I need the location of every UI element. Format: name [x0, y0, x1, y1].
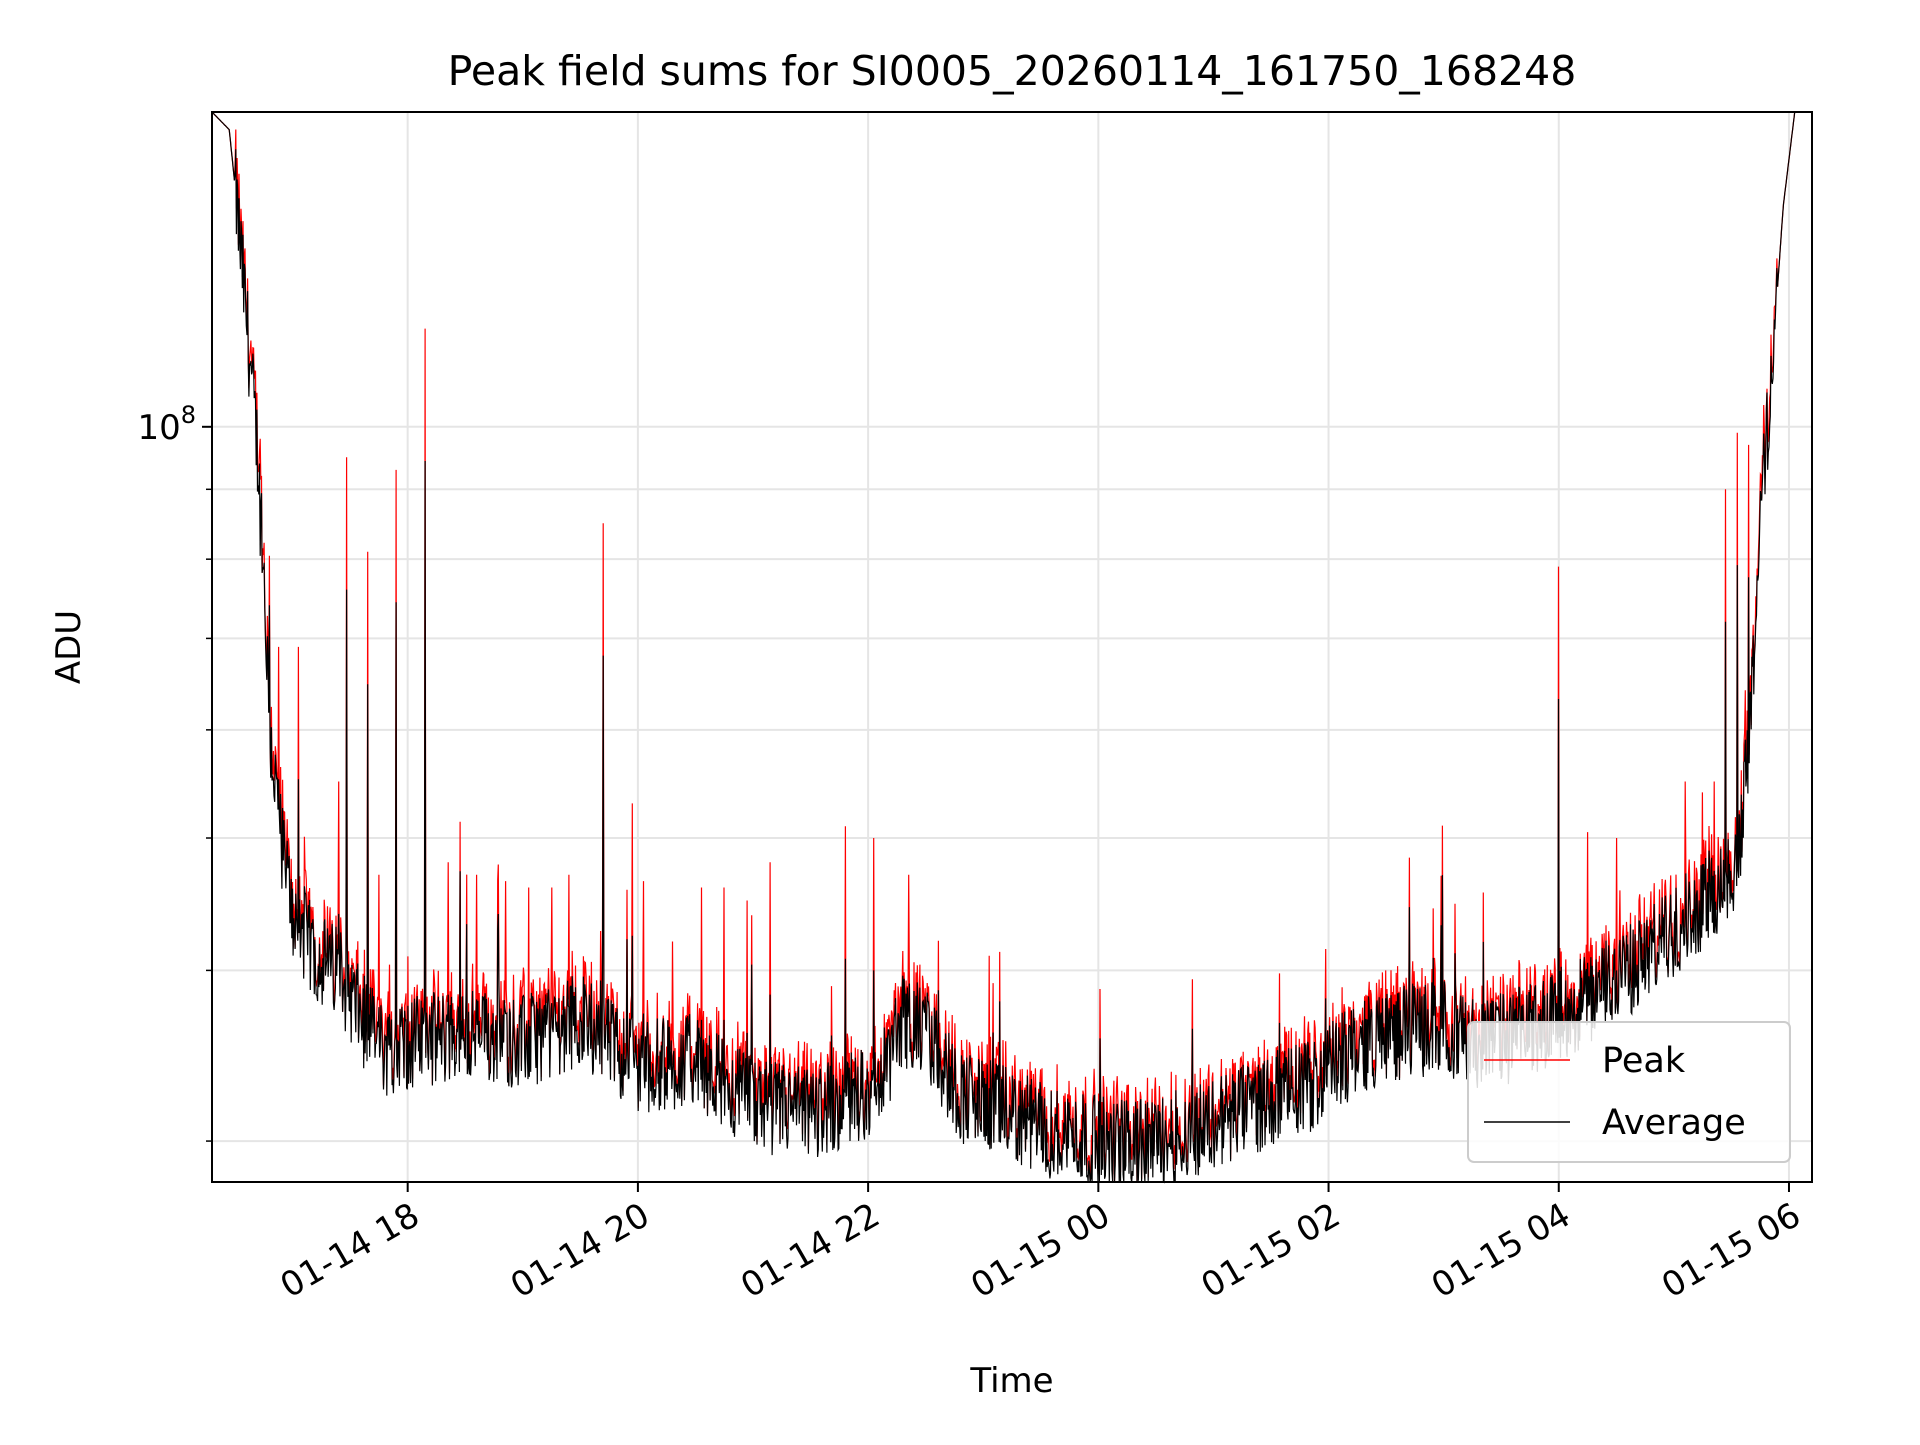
legend-label-peak: Peak — [1602, 1041, 1686, 1081]
legend: Peak Average — [1467, 1021, 1791, 1163]
legend-label-average: Average — [1602, 1103, 1746, 1143]
legend-box — [1467, 1021, 1791, 1163]
y-tick-label: 108 — [137, 401, 196, 448]
plot-frame — [211, 111, 1813, 1183]
series-line-average — [211, 111, 1796, 1184]
x-axis-label: Time — [969, 1361, 1053, 1401]
chart-title: Peak field sums for SI0005_20260114_1617… — [448, 47, 1577, 95]
y-axis-label: ADU — [49, 610, 89, 684]
plot-series — [211, 111, 1796, 1184]
